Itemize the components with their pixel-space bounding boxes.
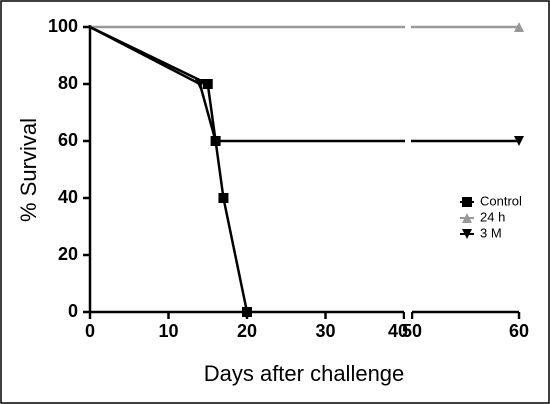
x-tick-label: 40 <box>388 321 408 341</box>
data-point <box>210 136 221 146</box>
legend-label: 3 M <box>480 225 502 240</box>
legend-label: Control <box>480 193 522 208</box>
y-tick-label: 40 <box>58 187 78 207</box>
x-tick-label: 10 <box>158 321 178 341</box>
x-tick-label: 20 <box>237 321 257 341</box>
legend-marker <box>462 197 472 207</box>
x-tick-label: 30 <box>315 321 335 341</box>
y-tick-label: 0 <box>68 301 78 321</box>
y-tick-label: 20 <box>58 244 78 264</box>
legend-marker <box>462 229 472 239</box>
data-point <box>218 193 229 203</box>
y-tick-label: 80 <box>58 73 78 93</box>
y-tick-label: 60 <box>58 130 78 150</box>
data-point <box>514 136 524 146</box>
data-point <box>194 79 205 89</box>
series-line <box>89 25 519 143</box>
x-tick-label: 0 <box>85 321 95 341</box>
axis-break <box>405 21 411 320</box>
data-point <box>202 79 213 89</box>
y-axis-label: % Survival <box>16 118 41 222</box>
data-point <box>514 22 524 32</box>
data-point <box>242 307 252 317</box>
x-axis-label: Days after challenge <box>204 361 405 386</box>
legend-marker <box>462 213 472 223</box>
x-tick-label: 60 <box>509 321 529 341</box>
legend-label: 24 h <box>480 209 505 224</box>
y-tick-label: 100 <box>48 16 78 36</box>
x-tick-label: 50 <box>402 321 422 341</box>
